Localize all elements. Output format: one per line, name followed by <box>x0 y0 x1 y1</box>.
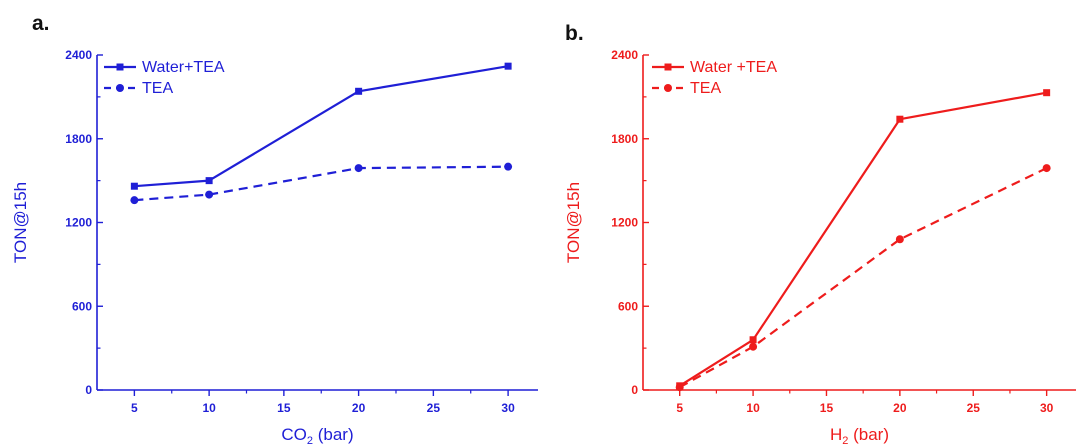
chart-panel-1: a. 0 600 1200 1800 2400 5 10 15 20 25 30 CO2 (bar) TO… <box>11 12 538 447</box>
data-point-square <box>1043 89 1051 97</box>
y-tick-label: 1800 <box>611 132 638 146</box>
x-tick-label: 30 <box>1040 401 1054 415</box>
series-line-1 <box>679 91 1047 387</box>
series-line-1 <box>134 65 509 188</box>
x-tick-label: 5 <box>131 401 138 415</box>
data-point-circle <box>130 196 139 205</box>
legend-label: TEA <box>690 80 721 97</box>
legend-marker-circle <box>664 84 672 92</box>
legend-label: Water +TEA <box>690 59 777 76</box>
x-axis-title: H2 (bar) <box>830 425 889 447</box>
data-point-circle <box>504 162 513 171</box>
legend-label: Water+TEA <box>142 59 225 76</box>
x-tick-label: 10 <box>202 401 216 415</box>
y-tick-label: 1800 <box>65 132 92 146</box>
x-tick-label: 25 <box>967 401 981 415</box>
x-tick-label: 10 <box>746 401 760 415</box>
x-tick-label: 15 <box>277 401 291 415</box>
x-axis-title: CO2 (bar) <box>281 425 353 447</box>
y-tick-label: 2400 <box>65 48 92 62</box>
y-tick-label: 1200 <box>65 216 92 230</box>
y-axis-title: TON@15h <box>11 182 30 263</box>
data-point-square <box>749 336 757 344</box>
data-point-square <box>130 182 138 190</box>
y-tick-label: 2400 <box>611 48 638 62</box>
data-point-square <box>205 177 213 185</box>
y-tick-label: 600 <box>618 299 638 313</box>
x-tick-label: 20 <box>893 401 907 415</box>
y-tick-label: 0 <box>85 383 92 397</box>
data-point-square <box>355 87 363 95</box>
y-tick-label: 0 <box>631 383 638 397</box>
data-point-circle <box>1042 164 1051 173</box>
x-tick-label: 30 <box>501 401 515 415</box>
x-tick-label: 5 <box>676 401 683 415</box>
series-line-2 <box>134 165 509 202</box>
chart-panel-2: b. 0 600 1200 1800 2400 5 10 15 20 25 30 H2 (bar) TON… <box>564 22 1076 447</box>
legend-marker-square <box>664 63 672 71</box>
data-point-circle <box>675 383 684 392</box>
data-point-circle <box>205 190 214 199</box>
y-tick-label: 1200 <box>611 216 638 230</box>
data-point-circle <box>354 164 363 173</box>
y-tick-label: 600 <box>72 299 92 313</box>
legend-marker-circle <box>116 84 124 92</box>
x-tick-label: 25 <box>427 401 441 415</box>
data-point-square <box>504 62 512 70</box>
data-point-square <box>896 115 904 123</box>
data-point-circle <box>749 342 758 351</box>
data-point-circle <box>895 235 904 244</box>
panel-label: b. <box>565 22 584 45</box>
panel-label: a. <box>32 12 50 35</box>
y-axis-title: TON@15h <box>564 182 583 263</box>
x-tick-label: 15 <box>820 401 834 415</box>
legend-marker-square <box>116 63 124 71</box>
series-line-2 <box>679 167 1048 389</box>
x-tick-label: 20 <box>352 401 366 415</box>
legend-label: TEA <box>142 80 173 97</box>
